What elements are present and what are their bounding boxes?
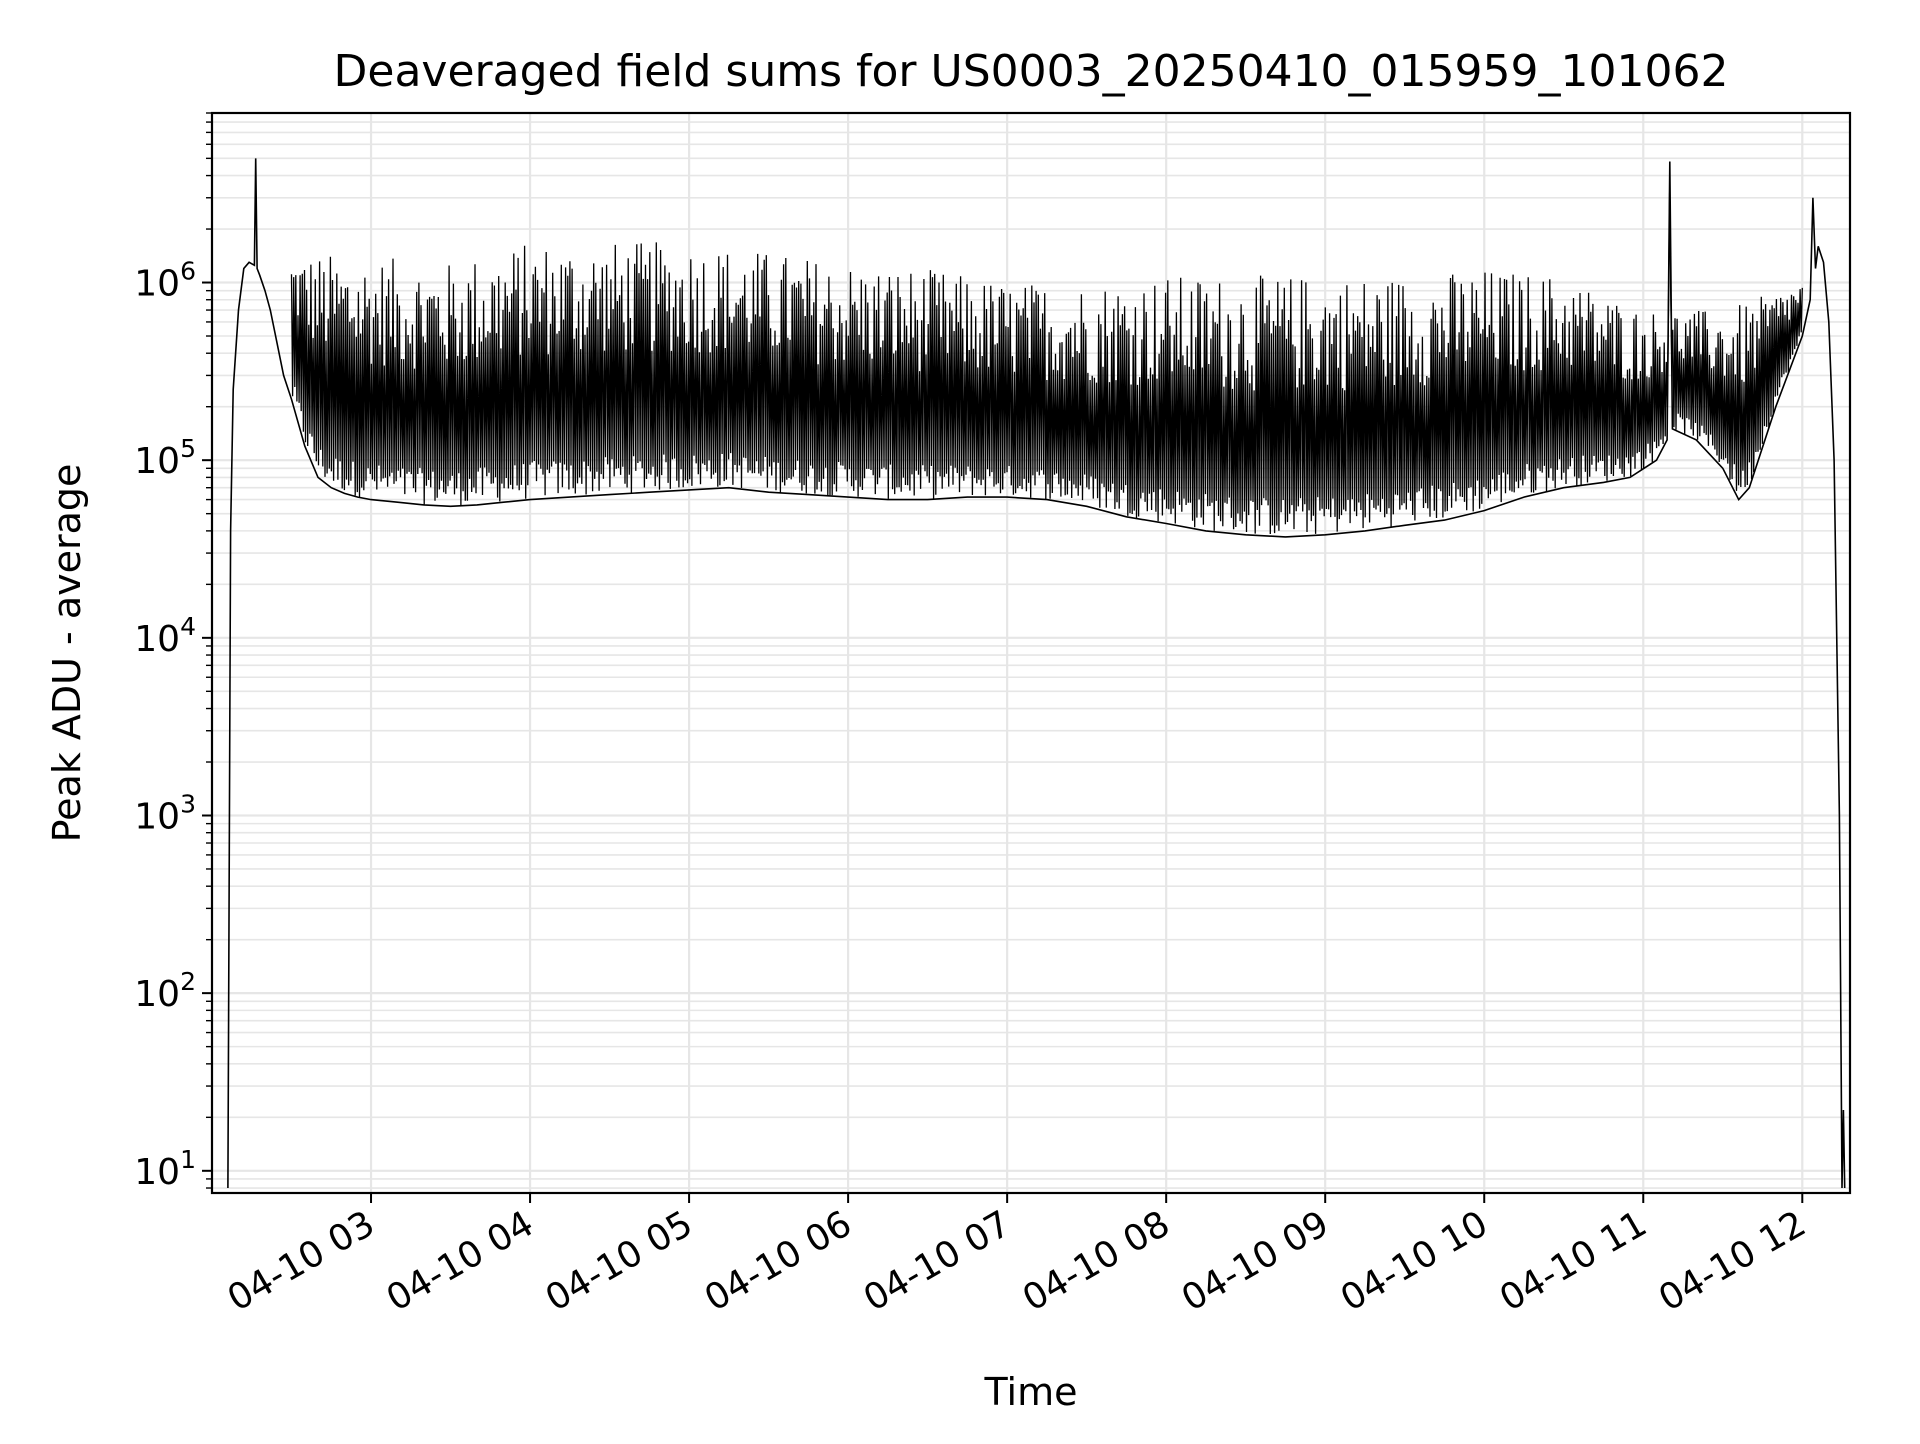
y-tick-label: 105 (134, 434, 196, 482)
y-tick-label: 103 (134, 789, 196, 837)
x-axis-label: Time (984, 1370, 1078, 1414)
y-tick-base: 10 (134, 1152, 180, 1193)
y-tick-exponent: 2 (180, 967, 196, 996)
y-tick-base: 10 (134, 974, 180, 1015)
plot-frame (210, 111, 1852, 1195)
series-line (227, 158, 1846, 1189)
chart-title: Deaveraged field sums for US0003_2025041… (334, 46, 1729, 97)
y-tick-base: 10 (134, 619, 180, 660)
y-tick-exponent: 4 (180, 612, 196, 641)
y-tick-label: 102 (134, 967, 196, 1015)
y-tick-exponent: 5 (180, 434, 196, 463)
y-tick-label: 106 (134, 257, 196, 305)
y-tick-exponent: 3 (180, 789, 196, 818)
y-axis-label: Peak ADU - average (45, 464, 89, 843)
y-tick-base: 10 (134, 264, 180, 305)
data-layer (227, 158, 1846, 1189)
y-tick-label: 104 (134, 612, 196, 660)
y-tick-exponent: 1 (180, 1145, 196, 1174)
grid-lines (212, 112, 1850, 1193)
y-tick-label: 101 (134, 1145, 196, 1193)
y-tick-base: 10 (134, 441, 180, 482)
y-tick-base: 10 (134, 796, 180, 837)
series-oscillation-trace (290, 192, 1803, 535)
y-tick-exponent: 6 (180, 257, 196, 286)
